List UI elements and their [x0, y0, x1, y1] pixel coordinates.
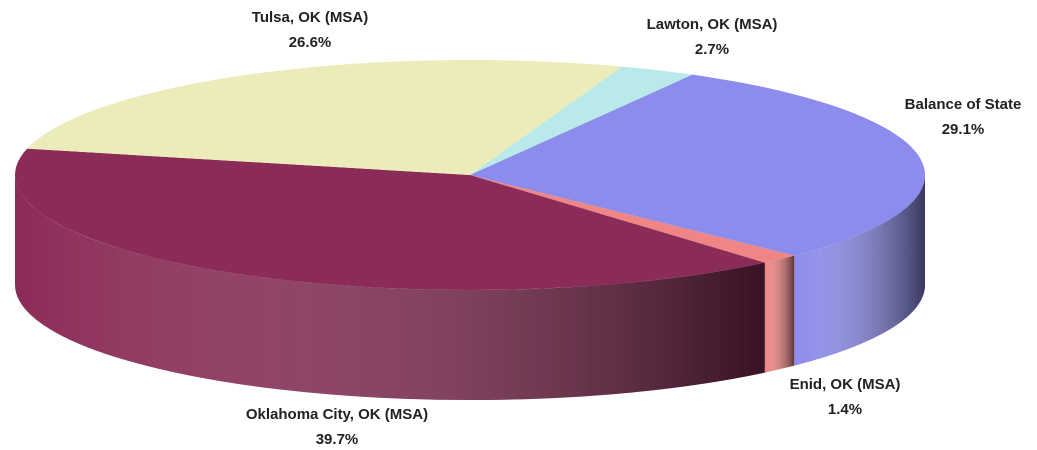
slice: [470, 74, 926, 256]
slice-label: Oklahoma City, OK (MSA): [246, 406, 428, 423]
value-label: 39.7%: [316, 431, 359, 448]
slice-label: Balance of State: [905, 96, 1022, 113]
slice: [27, 60, 622, 176]
slice-side-shade: [764, 255, 795, 373]
slice-side-shade: [15, 175, 765, 400]
slice-label: Tulsa, OK (MSA): [252, 9, 368, 26]
slice: [470, 66, 693, 175]
slice-side-shade: [794, 175, 925, 366]
value-label: 26.6%: [289, 34, 332, 51]
value-label: 2.7%: [695, 41, 729, 58]
slice: [14, 148, 765, 290]
slice-label: Lawton, OK (MSA): [647, 16, 778, 33]
slice-label: Enid, OK (MSA): [790, 376, 901, 393]
value-label: 29.1%: [942, 121, 985, 138]
value-label: 1.4%: [828, 401, 862, 418]
slice: [470, 175, 795, 263]
